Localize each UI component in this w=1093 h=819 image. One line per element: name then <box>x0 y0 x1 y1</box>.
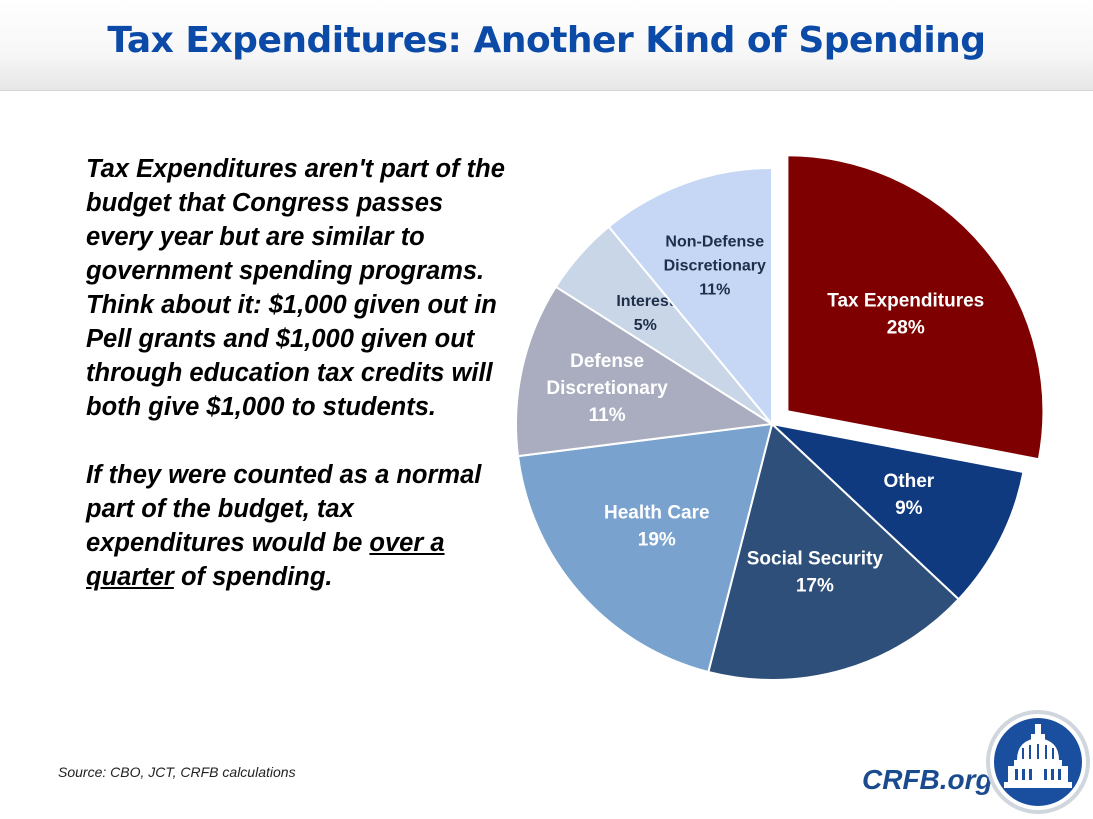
pie-slice-non-defense-discretionary <box>607 166 773 427</box>
pie-value-label: 5% <box>634 317 657 334</box>
pie-category-label: Interest <box>616 293 674 310</box>
pie-slice-tax-expenditures <box>786 154 1045 461</box>
pie-category-label: Discretionary <box>664 258 766 275</box>
pie-label-health-care: Health Care 19% <box>604 503 710 551</box>
pie-category-label: Non-Defense <box>665 234 764 251</box>
body-paragraph-1: Tax Expenditures aren't part of the budg… <box>86 155 505 421</box>
pie-value-label: 11% <box>589 405 626 426</box>
pie-slice-health-care <box>516 422 774 674</box>
body-paragraph-2: If they were counted as a normal part of… <box>86 458 506 594</box>
pie-category-label: Social Security <box>747 549 884 570</box>
page-title: Tax Expenditures: Another Kind of Spendi… <box>107 20 986 61</box>
body-text: Tax Expenditures aren't part of the budg… <box>86 152 506 594</box>
pie-label-social-security: Social Security 17% <box>747 549 884 597</box>
pie-slice-other <box>768 422 1025 601</box>
pie-label-non-defense-discretionary: Non-Defense Discretionary 11% <box>664 234 766 299</box>
pie-label-interest: Interest 5% <box>616 293 674 334</box>
pie-label-other: Other 9% <box>884 471 935 519</box>
pie-category-label: Other <box>884 471 935 492</box>
pie-label-defense-discretionary: Defense Discretionary 11% <box>546 351 668 426</box>
pie-category-label: Tax Expenditures <box>827 290 984 311</box>
pie-slice-defense-discretionary <box>515 285 775 458</box>
pie-value-label: 11% <box>699 282 730 299</box>
paragraph-2-start: If they were counted as a normal part of… <box>86 461 482 557</box>
pie-value-label: 17% <box>796 576 834 597</box>
pie-slice-social-security <box>707 422 961 681</box>
emphasis-over-a-quarter: over a quarter <box>86 529 445 591</box>
pie-chart: Tax Expenditures 28% Other 9% Social Securit… <box>515 154 1045 681</box>
paragraph-2-end: of spending. <box>173 563 333 591</box>
pie-category-label: Defense <box>570 351 644 372</box>
header-bar: Tax Expenditures: Another Kind of Spendi… <box>0 0 1093 91</box>
pie-label-tax-expenditures: Tax Expenditures 28% <box>827 290 984 338</box>
pie-category-label: Discretionary <box>546 378 668 399</box>
pie-value-label: 28% <box>887 317 925 338</box>
crfb-link[interactable]: CRFB.org <box>862 764 993 795</box>
pie-category-label: Health Care <box>604 503 710 524</box>
source-note: Source: CBO, JCT, CRFB calculations <box>58 764 296 780</box>
pie-value-label: 9% <box>895 498 923 519</box>
crfb-logo-seal <box>986 710 1090 814</box>
pie-value-label: 19% <box>638 530 676 551</box>
